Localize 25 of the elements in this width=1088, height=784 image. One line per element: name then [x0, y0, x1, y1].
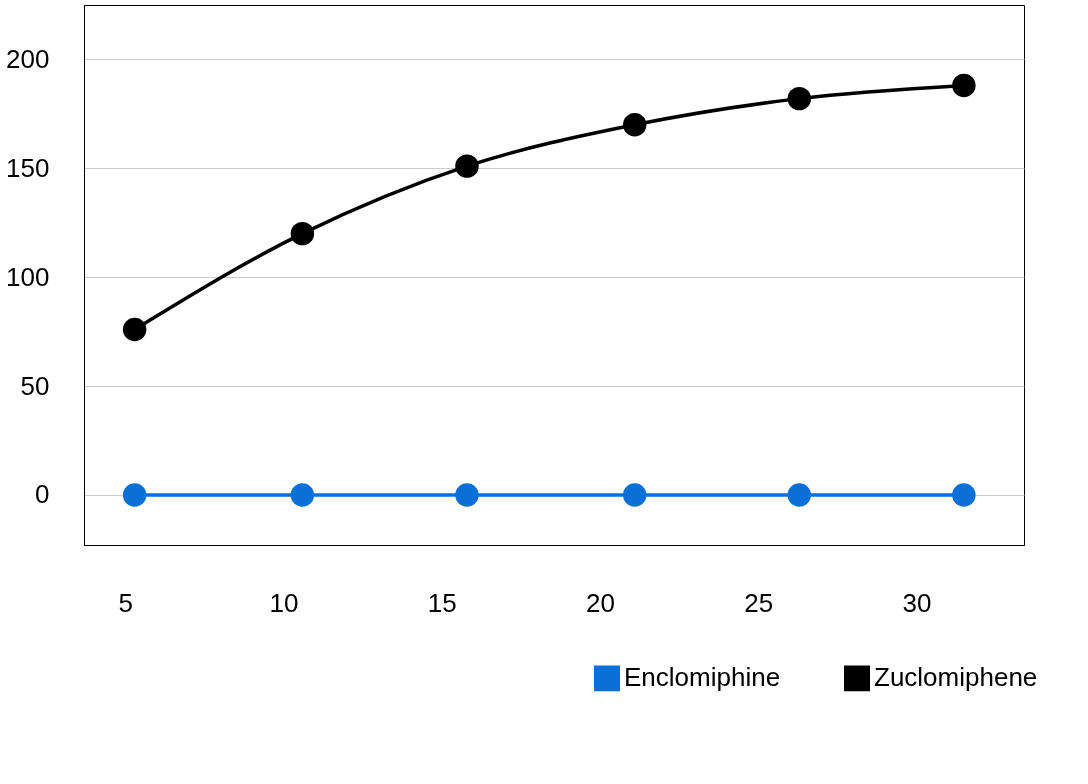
point: [787, 483, 812, 507]
point: [455, 154, 479, 178]
point: [622, 483, 647, 507]
point: [952, 73, 976, 98]
point: [122, 483, 147, 507]
point: [122, 317, 147, 342]
y-tick-label: 100: [6, 261, 50, 292]
x-tick-label: 20: [585, 587, 615, 618]
y-tick-label: 200: [6, 43, 50, 74]
point: [787, 86, 812, 111]
y-tick-label: 150: [6, 152, 50, 183]
x-tick-label: 5: [118, 587, 133, 618]
x-tick-label: 30: [902, 587, 932, 618]
x-tick-label: 10: [269, 587, 299, 618]
x-tick-label: 15: [427, 587, 457, 618]
point: [290, 483, 315, 507]
point: [622, 113, 647, 137]
y-tick-label: 50: [20, 370, 50, 401]
x-tick-label: 25: [744, 587, 774, 618]
legend-label: Zuclomiphene: [874, 662, 1038, 693]
y-tick-label: 0: [35, 479, 50, 510]
legend-label: Enclomiphine: [624, 662, 781, 693]
point: [455, 483, 479, 507]
point: [290, 221, 315, 246]
point: [952, 483, 976, 507]
